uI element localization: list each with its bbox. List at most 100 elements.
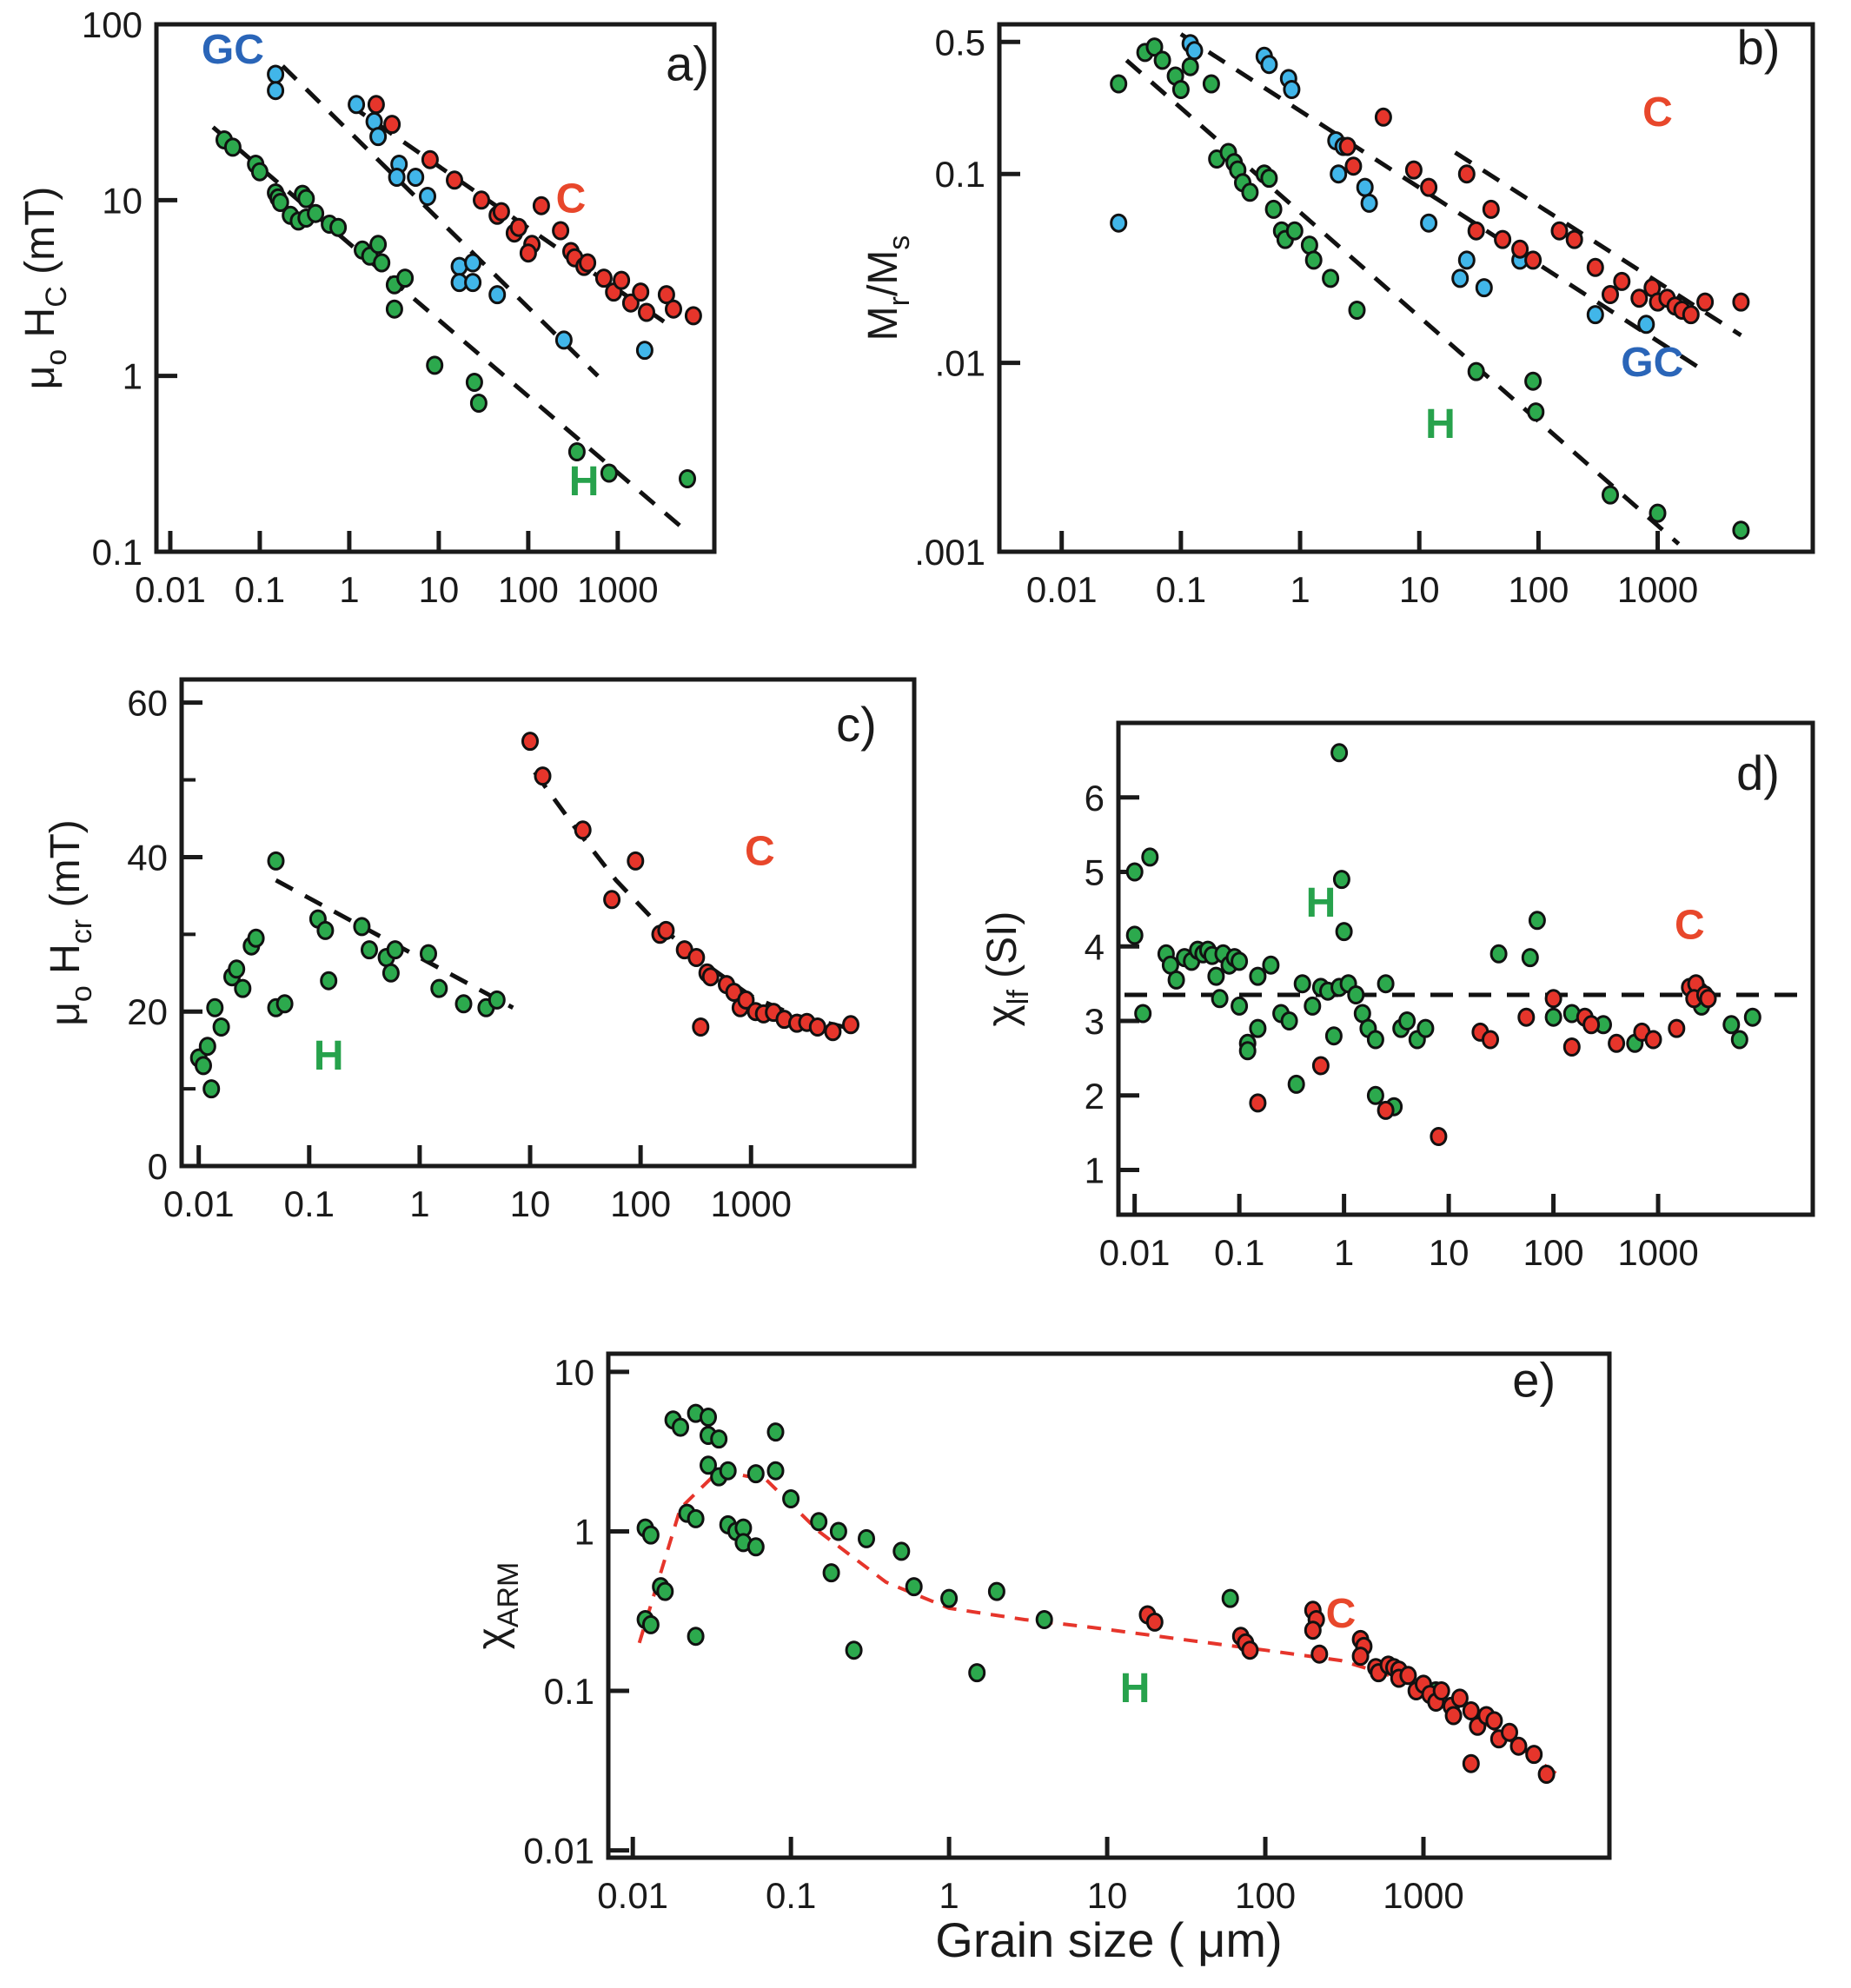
data-point-C [446,170,463,190]
data-point-H [641,1525,660,1545]
data-point-H [212,1017,230,1037]
data-point-H [968,1663,986,1683]
data-point-H [373,253,391,273]
data-point-C [1696,292,1715,312]
data-point-H [1110,74,1128,94]
data-point-H [1287,1074,1305,1094]
data-point-H [1416,1018,1435,1038]
data-point-H [1366,1030,1384,1050]
panel-c-x-ticks: 0.01 0.1 1 10 100 1000 [163,1145,792,1224]
data-point-C [1537,1765,1556,1784]
x-tick-label: 0.01 [1099,1232,1171,1273]
panel-e-red-curve [637,1468,1558,1776]
data-point-H [710,1429,728,1449]
y-tick-label: 10 [102,180,143,221]
data-point-C [1550,221,1569,241]
data-point-C [1517,1007,1536,1027]
panel-c-label-C: C [745,828,775,874]
x-axis-title: Grain size ( μm) [935,1912,1282,1967]
data-point-C [383,115,401,135]
data-point-C [1668,1018,1686,1038]
data-point-C [737,990,755,1010]
data-point-C [1562,1037,1581,1057]
data-point-C [1399,1666,1417,1686]
data-point-H [1467,361,1485,381]
y-tick-label: 3 [1085,1001,1105,1042]
data-point-C [574,820,592,840]
data-point-H [1527,402,1545,422]
data-point-C [1525,1745,1543,1765]
x-tick-label: 10 [1087,1875,1128,1916]
panel-d-label-H: H [1306,880,1337,926]
panel-a-frame [154,22,717,554]
data-point-H [320,971,338,991]
data-point-H [1231,951,1249,971]
y-tick-label: 0.1 [544,1671,594,1712]
data-point-GC [1360,193,1378,213]
panel-a-series-GC [267,64,653,361]
data-point-H [426,355,444,375]
data-point-H [1304,996,1322,1016]
data-point-C [627,851,645,871]
data-point-C [1344,156,1363,176]
y-tick-label: 0 [148,1146,168,1187]
panel-b: 0.01 0.1 1 10 100 1000 .001 .01 0.1 0.5 C GC Hb) Mr/M… [860,20,1815,610]
data-point-C [1630,288,1649,308]
data-point-H [202,1079,221,1099]
data-point-C [1444,1706,1463,1726]
panel-c-frame [179,677,917,1169]
x-tick-label: 1000 [1617,569,1698,610]
data-point-H [1304,250,1323,270]
panel-e-label-e: e) [1512,1352,1556,1407]
y-tick-label: 40 [127,837,168,878]
panel-e: 0.01 0.1 1 10 100 1000 0.01 0.1 1 10 H Ce) χARM [469,1351,1612,1916]
data-point-H [700,1408,717,1427]
data-point-H [195,1056,212,1076]
panel-b-label-b: b) [1737,20,1781,75]
data-point-H [766,1422,785,1442]
data-point-GC [388,168,406,187]
data-point-H [1332,870,1350,890]
data-point-C [1338,136,1357,156]
data-point-C [1457,164,1476,184]
data-point-H [1260,169,1278,189]
data-point-C [842,1015,859,1035]
data-point-H [1167,970,1185,990]
data-point-C [638,302,655,322]
data-point-GC [1185,41,1204,61]
x-tick-label: 0.1 [766,1875,816,1916]
panel-d-y-axis-title: χlf (SI) [979,911,1035,1027]
x-tick-label: 10 [1399,569,1440,610]
data-point-C [1351,1647,1370,1667]
data-point-H [1231,996,1249,1016]
panel-d: 0.01 0.1 1 10 100 1000 1 2 3 4 5 6 H Cd) χlf (SI) [979,720,1815,1273]
x-tick-label: 10 [419,569,460,610]
data-point-H [386,940,404,960]
data-point-H [361,940,378,960]
panel-b-series-C [1338,107,1750,325]
data-point-C [1485,1711,1503,1731]
data-point-H [385,299,403,319]
panel-a-label-GC: GC [202,27,264,73]
data-point-H [1324,1026,1343,1046]
data-point-C [1699,989,1717,1009]
data-point-H [766,1461,785,1481]
data-point-C [509,217,527,237]
panel-b-y-axis-title: Mr/Ms [860,235,916,341]
panel-a-series-C [367,95,702,326]
data-point-C [521,732,539,752]
data-point-H [1238,1041,1257,1061]
data-point-C [684,306,702,326]
data-point-C [492,202,510,222]
data-point-C [1462,1753,1480,1773]
data-point-C [1304,1620,1322,1640]
x-tick-label: 1 [339,569,359,610]
data-point-H [892,1541,911,1561]
data-point-C [534,766,552,786]
data-point-H [1145,37,1164,57]
panel-c-series-C [521,732,859,1042]
y-tick-label: 60 [127,683,168,724]
data-point-C [1732,292,1750,312]
